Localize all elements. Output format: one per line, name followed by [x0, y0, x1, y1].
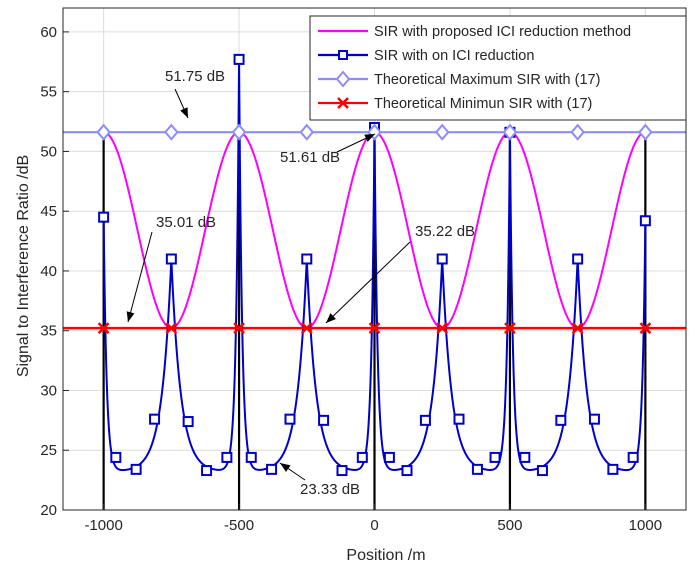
square-marker	[266, 463, 278, 475]
square-marker	[149, 413, 161, 425]
square-marker	[356, 451, 368, 463]
annotation-label: 35.01 dB	[156, 214, 216, 231]
y-tick-label: 45	[40, 203, 57, 220]
x-tick-label: -1000	[84, 517, 122, 534]
y-axis-label: Signal to Interference Ratio /dB	[15, 155, 32, 377]
square-marker	[453, 413, 465, 425]
y-tick-label: 55	[40, 84, 57, 101]
x-marker	[300, 322, 313, 334]
square-marker	[301, 253, 313, 265]
annotation-arrow-head	[180, 107, 188, 118]
diamond-marker	[570, 123, 585, 141]
diamond-marker	[96, 123, 111, 141]
x-marker	[165, 322, 178, 334]
square-marker	[627, 451, 639, 463]
x-tick-label: -500	[224, 517, 254, 534]
square-marker	[98, 211, 110, 223]
square-marker	[471, 463, 483, 475]
diamond-marker	[231, 123, 247, 141]
y-tick-label: 40	[40, 263, 57, 280]
annotation-arrow-head	[126, 311, 135, 322]
square-marker	[318, 414, 330, 426]
annotation-label: 51.61 dB	[280, 149, 340, 166]
square-marker	[401, 465, 413, 477]
y-tick-label: 25	[40, 442, 57, 459]
diamond-marker	[638, 123, 653, 141]
legend-marker-diamond	[335, 70, 351, 88]
annotation-label: 51.75 dB	[165, 68, 225, 85]
series-layer	[63, 53, 686, 510]
square-marker	[572, 253, 584, 265]
legend-box	[309, 15, 687, 121]
x-tick-label: 0	[370, 517, 378, 534]
square-marker	[110, 451, 122, 463]
legend-marker-x	[337, 97, 349, 109]
square-marker	[588, 413, 600, 425]
annotation-arrow-line	[325, 241, 411, 324]
square-marker	[233, 53, 245, 65]
square-marker	[130, 463, 142, 475]
square-marker	[419, 414, 431, 426]
x-tick-label: 500	[497, 517, 522, 534]
x-marker	[368, 322, 381, 334]
y-tick-label: 20	[40, 502, 57, 519]
square-marker	[519, 451, 531, 463]
y-tick-label: 30	[40, 382, 57, 399]
x-marker	[97, 322, 110, 334]
annotations: 51.75 dB 51.61 dB 35.01 dB 35.22 dB 23.33 dB	[126, 68, 475, 498]
square-marker	[607, 463, 619, 475]
square-marker	[536, 465, 548, 477]
diamond-marker	[299, 123, 315, 141]
legend-entry-label: SIR with proposed ICI reduction method	[374, 24, 631, 40]
square-marker	[165, 253, 177, 265]
legend: SIR with proposed ICI reduction method SI…	[309, 15, 687, 121]
x-marker	[504, 322, 516, 334]
annotation-label: 35.22 dB	[415, 223, 475, 240]
legend-entry-label: Theoretical Maximum SIR with (17)	[374, 72, 600, 88]
square-marker	[436, 253, 448, 265]
legend-entry-label: Theoretical Minimun SIR with (17)	[374, 96, 592, 112]
x-axis-label: Position /m	[346, 547, 425, 564]
square-marker	[555, 414, 567, 426]
legend-marker-square	[338, 50, 348, 60]
square-marker	[284, 413, 296, 425]
x-tick-label: 1000	[629, 517, 662, 534]
annotation-arrow-head	[280, 463, 291, 472]
x-marker	[571, 322, 584, 334]
y-tick-label: 60	[40, 24, 57, 41]
annotation-arrow-head	[326, 313, 336, 323]
x-marker	[233, 322, 245, 334]
square-marker	[245, 451, 257, 463]
square-marker	[182, 416, 194, 428]
y-tick-label: 35	[40, 323, 57, 340]
x-marker	[436, 322, 449, 334]
annotation-arrow-head	[364, 134, 375, 142]
diamond-marker	[502, 123, 518, 141]
legend-entry-label: SIR with on ICI reduction	[374, 48, 534, 64]
diamond-marker	[164, 123, 179, 141]
square-marker	[639, 215, 651, 227]
square-marker	[383, 451, 395, 463]
annotation-label: 23.33 dB	[300, 481, 360, 498]
square-marker	[489, 451, 501, 463]
square-marker	[221, 451, 233, 463]
square-marker	[336, 465, 348, 477]
axes: -1000 -500 0 500 1000 20 25 30 35 40 45 50 55 60	[40, 7, 687, 534]
x-marker	[639, 322, 652, 334]
square-marker	[201, 465, 213, 477]
y-tick-label: 50	[40, 143, 57, 160]
annotation-arrow-line	[127, 231, 153, 323]
diamond-marker	[434, 123, 450, 141]
